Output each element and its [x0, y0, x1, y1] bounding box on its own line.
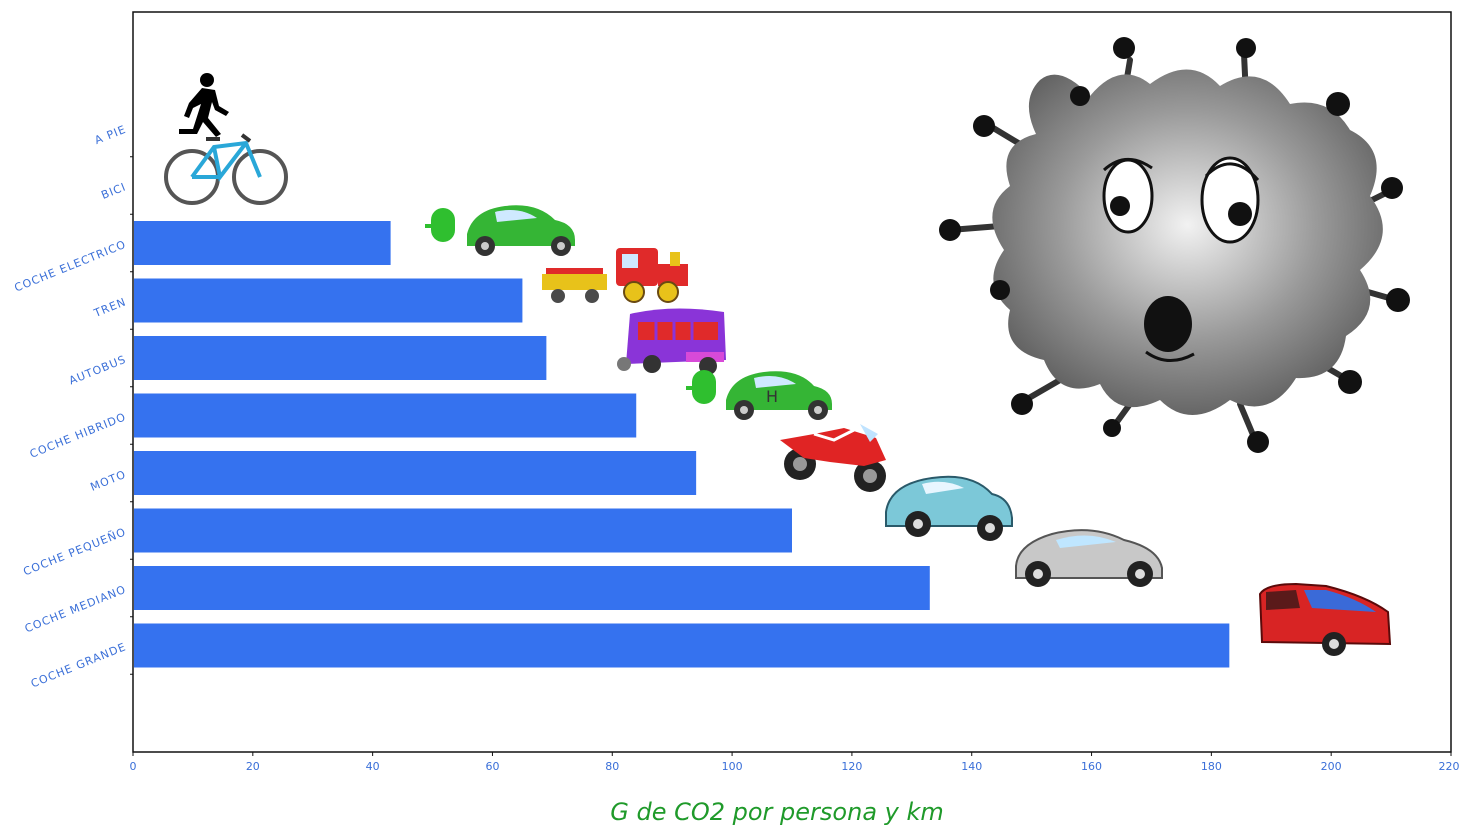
bar-7: [134, 508, 792, 553]
bar-2: [134, 221, 391, 265]
bar-6: [134, 451, 697, 495]
x-tick-label-9: 180: [1201, 760, 1222, 773]
x-tick-label-7: 140: [961, 760, 982, 773]
x-axis-ticks: 0 20 40 60 80 100 120 140 160 180 200 220: [130, 752, 1460, 773]
x-tick-label-10: 200: [1321, 760, 1342, 773]
train-icon: [542, 248, 688, 303]
x-tick-label-6: 120: [841, 760, 862, 773]
x-axis-label: G de CO2 por persona y km: [610, 798, 944, 826]
bar-9: [134, 623, 1230, 668]
x-tick-label-0: 0: [130, 760, 137, 773]
motorcycle-icon: [780, 424, 886, 492]
hybrid-badge: H: [766, 387, 778, 406]
x-tick-label-3: 60: [485, 760, 499, 773]
pedestrian-icon: [179, 73, 229, 137]
large-car-icon: [1258, 582, 1392, 656]
x-tick-label-2: 40: [366, 760, 380, 773]
x-tick-label-4: 80: [605, 760, 619, 773]
category-label-0: A PIE: [93, 123, 128, 147]
category-label-9: COCHE GRANDE: [29, 640, 128, 690]
bars-group: [134, 221, 1230, 668]
bicycle-icon: [164, 133, 288, 205]
category-label-2: COCHE ELECTRICO: [13, 238, 129, 295]
x-tick-label-8: 160: [1081, 760, 1102, 773]
bar-5: [134, 393, 637, 438]
x-tick-label-11: 220: [1439, 760, 1460, 773]
small-car-icon: [885, 475, 1013, 541]
category-label-1: BICI: [99, 180, 128, 202]
category-label-4: AUTOBUS: [67, 353, 128, 388]
x-tick-label-1: 20: [246, 760, 260, 773]
category-label-3: TREN: [91, 295, 128, 320]
bar-4: [134, 336, 547, 380]
bar-3: [134, 278, 523, 323]
category-label-5: COCHE HIBRIDO: [28, 410, 128, 461]
category-label-6: MOTO: [88, 468, 128, 494]
category-label-8: COCHE MEDIANO: [23, 583, 128, 636]
category-label-7: COCHE PEQUEÑO: [21, 525, 128, 578]
bus-icon: [617, 308, 726, 375]
medium-car-icon: [1015, 529, 1163, 587]
x-tick-label-5: 100: [722, 760, 743, 773]
pollution-germ-icon: [939, 37, 1410, 453]
plot-frame: [132, 11, 1452, 753]
electric-car-icon: [425, 205, 575, 256]
hybrid-car-icon: H: [686, 370, 832, 420]
bar-8: [134, 566, 930, 610]
